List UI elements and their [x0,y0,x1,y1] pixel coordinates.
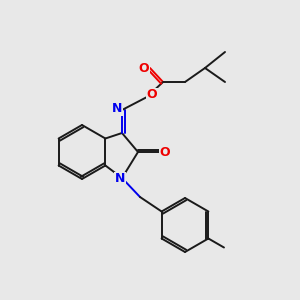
Text: O: O [147,88,157,101]
Text: N: N [112,103,122,116]
Text: O: O [160,146,170,158]
Text: N: N [115,172,125,185]
Text: O: O [139,61,149,74]
